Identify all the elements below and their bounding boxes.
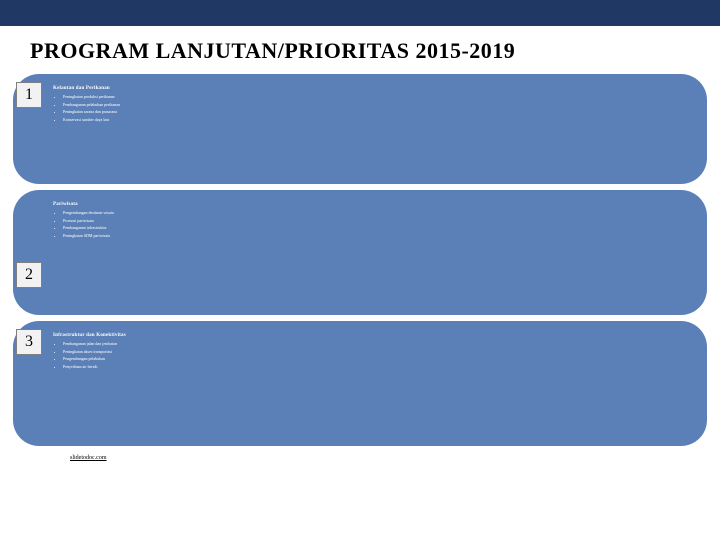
- panel-3-subtitle: Infrastruktur dan Konektivitas: [53, 333, 683, 338]
- panel-2-bullet: Promosi pariwisata: [63, 218, 683, 224]
- panel-3-list: Pembangunan jalan dan jembatan Peningkat…: [63, 341, 683, 369]
- panel-2-bullet: Peningkatan SDM pariwisata: [63, 233, 683, 239]
- panel-row-1: 1 Kelautan dan Perikanan Peningkatan pro…: [10, 74, 710, 184]
- content-area: 1 Kelautan dan Perikanan Peningkatan pro…: [0, 74, 720, 534]
- panel-3-bullet: Peningkatan akses transportasi: [63, 349, 683, 355]
- number-box-1: 1: [16, 82, 42, 108]
- panel-2: Pariwisata Pengembangan destinasi wisata…: [13, 190, 707, 315]
- number-3-label: 3: [25, 333, 33, 351]
- panel-3-bullet: Pengembangan pelabuhan: [63, 356, 683, 362]
- panel-2-list: Pengembangan destinasi wisata Promosi pa…: [63, 210, 683, 238]
- page-title: PROGRAM LANJUTAN/PRIORITAS 2015-2019: [0, 26, 720, 74]
- panel-1-bullet: Peningkatan sarana dan prasarana: [63, 109, 683, 115]
- panel-1-bullet: Konservasi sumber daya laut: [63, 117, 683, 123]
- panel-row-3: 3 Infrastruktur dan Konektivitas Pembang…: [10, 321, 710, 446]
- panel-3-bullet: Penyediaan air bersih: [63, 364, 683, 370]
- footer-link[interactable]: slidetodoc.com: [70, 455, 107, 461]
- panel-1-bullet: Peningkatan produksi perikanan: [63, 94, 683, 100]
- panel-1-bullet: Pembangunan pelabuhan perikanan: [63, 102, 683, 108]
- number-box-2: 2: [16, 262, 42, 288]
- top-bar: [0, 0, 720, 26]
- panel-row-2: 2 Pariwisata Pengembangan destinasi wisa…: [10, 190, 710, 315]
- panel-1-subtitle: Kelautan dan Perikanan: [53, 86, 683, 91]
- number-box-3: 3: [16, 329, 42, 355]
- panel-2-bullet: Pembangunan infrastruktur: [63, 225, 683, 231]
- panel-1-list: Peningkatan produksi perikanan Pembangun…: [63, 94, 683, 122]
- panel-3-bullet: Pembangunan jalan dan jembatan: [63, 341, 683, 347]
- number-2-label: 2: [25, 266, 33, 284]
- panel-1: Kelautan dan Perikanan Peningkatan produ…: [13, 74, 707, 184]
- panel-2-bullet: Pengembangan destinasi wisata: [63, 210, 683, 216]
- panel-2-subtitle: Pariwisata: [53, 202, 683, 207]
- number-1-label: 1: [25, 86, 33, 104]
- panel-3: Infrastruktur dan Konektivitas Pembangun…: [13, 321, 707, 446]
